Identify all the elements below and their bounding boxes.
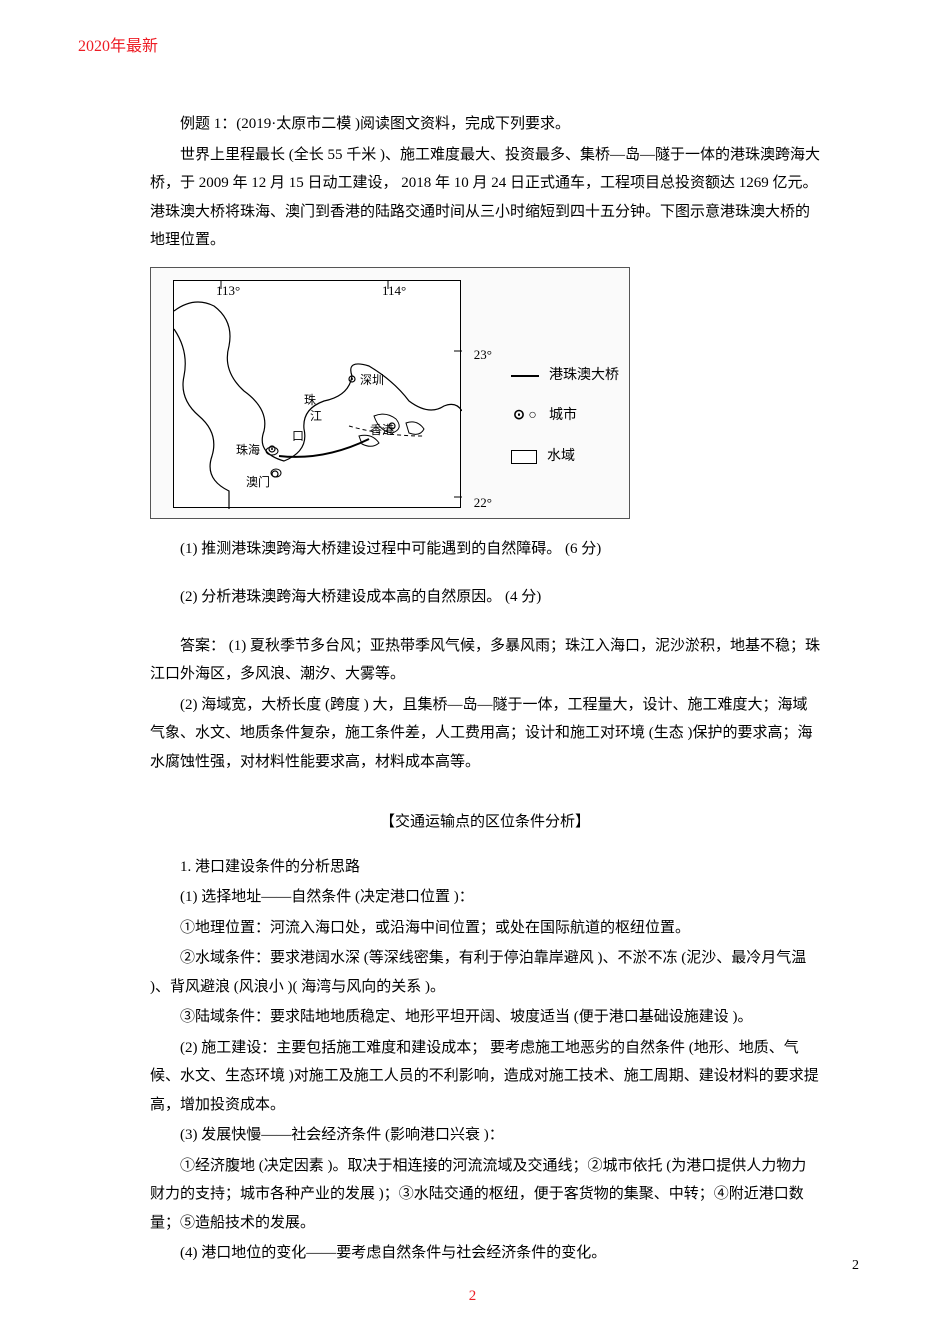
legend-water-icon — [511, 450, 537, 464]
example-paragraph: 世界上里程最长 (全长 55 千米 )、施工难度最大、投资最多、集桥—岛—隧于一… — [150, 141, 820, 255]
question-2: (2) 分析港珠澳跨海大桥建设成本高的自然原因。 (4 分) — [150, 583, 820, 612]
analysis-p3: ②水域条件：要求港阔水深 (等深线密集，有利于停泊靠岸避风 )、不淤不冻 (泥沙… — [150, 944, 820, 1001]
city-shenzhen: 深圳 — [360, 369, 384, 392]
legend-city-label: 城市 — [549, 403, 577, 430]
legend-bridge-label: 港珠澳大桥 — [549, 363, 619, 390]
river-jiang: 江 — [310, 405, 322, 428]
legend-water-label: 水域 — [547, 444, 575, 471]
answer-2: (2) 海域宽，大桥长度 (跨度 ) 大，且集桥—岛—隧于一体，工程量大，设计、… — [150, 691, 820, 777]
legend-bridge-row: 港珠澳大桥 — [511, 363, 619, 390]
analysis-p8: (4) 港口地位的变化——要考虑自然条件与社会经济条件的变化。 — [150, 1239, 820, 1268]
map-figure: 113° 114° 23° 22° — [150, 267, 630, 519]
map-frame: 113° 114° 23° 22° — [173, 280, 461, 508]
map-legend: 港珠澳大桥 ⊙ ○ 城市 水域 — [511, 363, 619, 485]
question-1: (1) 推测港珠澳跨海大桥建设过程中可能遇到的自然障碍。 (6 分) — [150, 535, 820, 564]
main-content: 例题 1：(2019·太原市二模 )阅读图文资料，完成下列要求。 世界上里程最长… — [150, 110, 820, 1270]
latitude-23: 23° — [474, 343, 492, 368]
watermark-label: 2020年最新 — [78, 32, 158, 62]
analysis-p6: (3) 发展快慢——社会经济条件 (影响港口兴衰 )： — [150, 1121, 820, 1150]
page-number-corner: 2 — [852, 1253, 859, 1280]
page-number-center: 2 — [469, 1282, 477, 1311]
analysis-h1: 1. 港口建设条件的分析思路 — [150, 853, 820, 882]
analysis-p1: (1) 选择地址——自然条件 (决定港口位置 )： — [150, 883, 820, 912]
city-macau: 澳门 — [246, 471, 270, 494]
analysis-p4: ③陆域条件：要求陆地地质稳定、地形平坦开阔、坡度适当 (便于港口基础设施建设 )… — [150, 1003, 820, 1032]
map-svg — [174, 281, 462, 509]
city-hongkong: 香港 — [370, 419, 394, 442]
legend-line-icon — [511, 375, 539, 377]
river-kou: 口 — [292, 425, 304, 448]
analysis-p5: (2) 施工建设：主要包括施工难度和建设成本； 要考虑施工地恶劣的自然条件 (地… — [150, 1034, 820, 1120]
analysis-p7: ①经济腹地 (决定因素 )。取决于相连接的河流流域及交通线；②城市依托 (为港口… — [150, 1152, 820, 1238]
city-zhuhai: 珠海 — [236, 439, 260, 462]
section-title: 【交通运输点的区位条件分析】 — [150, 808, 820, 837]
example-title: 例题 1：(2019·太原市二模 )阅读图文资料，完成下列要求。 — [150, 110, 820, 139]
legend-city-row: ⊙ ○ 城市 — [511, 403, 619, 430]
latitude-22: 22° — [474, 491, 492, 516]
answer-1: 答案： (1) 夏秋季节多台风；亚热带季风气候，多暴风雨；珠江入海口，泥沙淤积，… — [150, 632, 820, 689]
analysis-p2: ①地理位置：河流入海口处，或沿海中间位置；或处在国际航道的枢纽位置。 — [150, 914, 820, 943]
legend-city-icon: ⊙ ○ — [511, 403, 539, 430]
legend-water-row: 水域 — [511, 444, 619, 471]
